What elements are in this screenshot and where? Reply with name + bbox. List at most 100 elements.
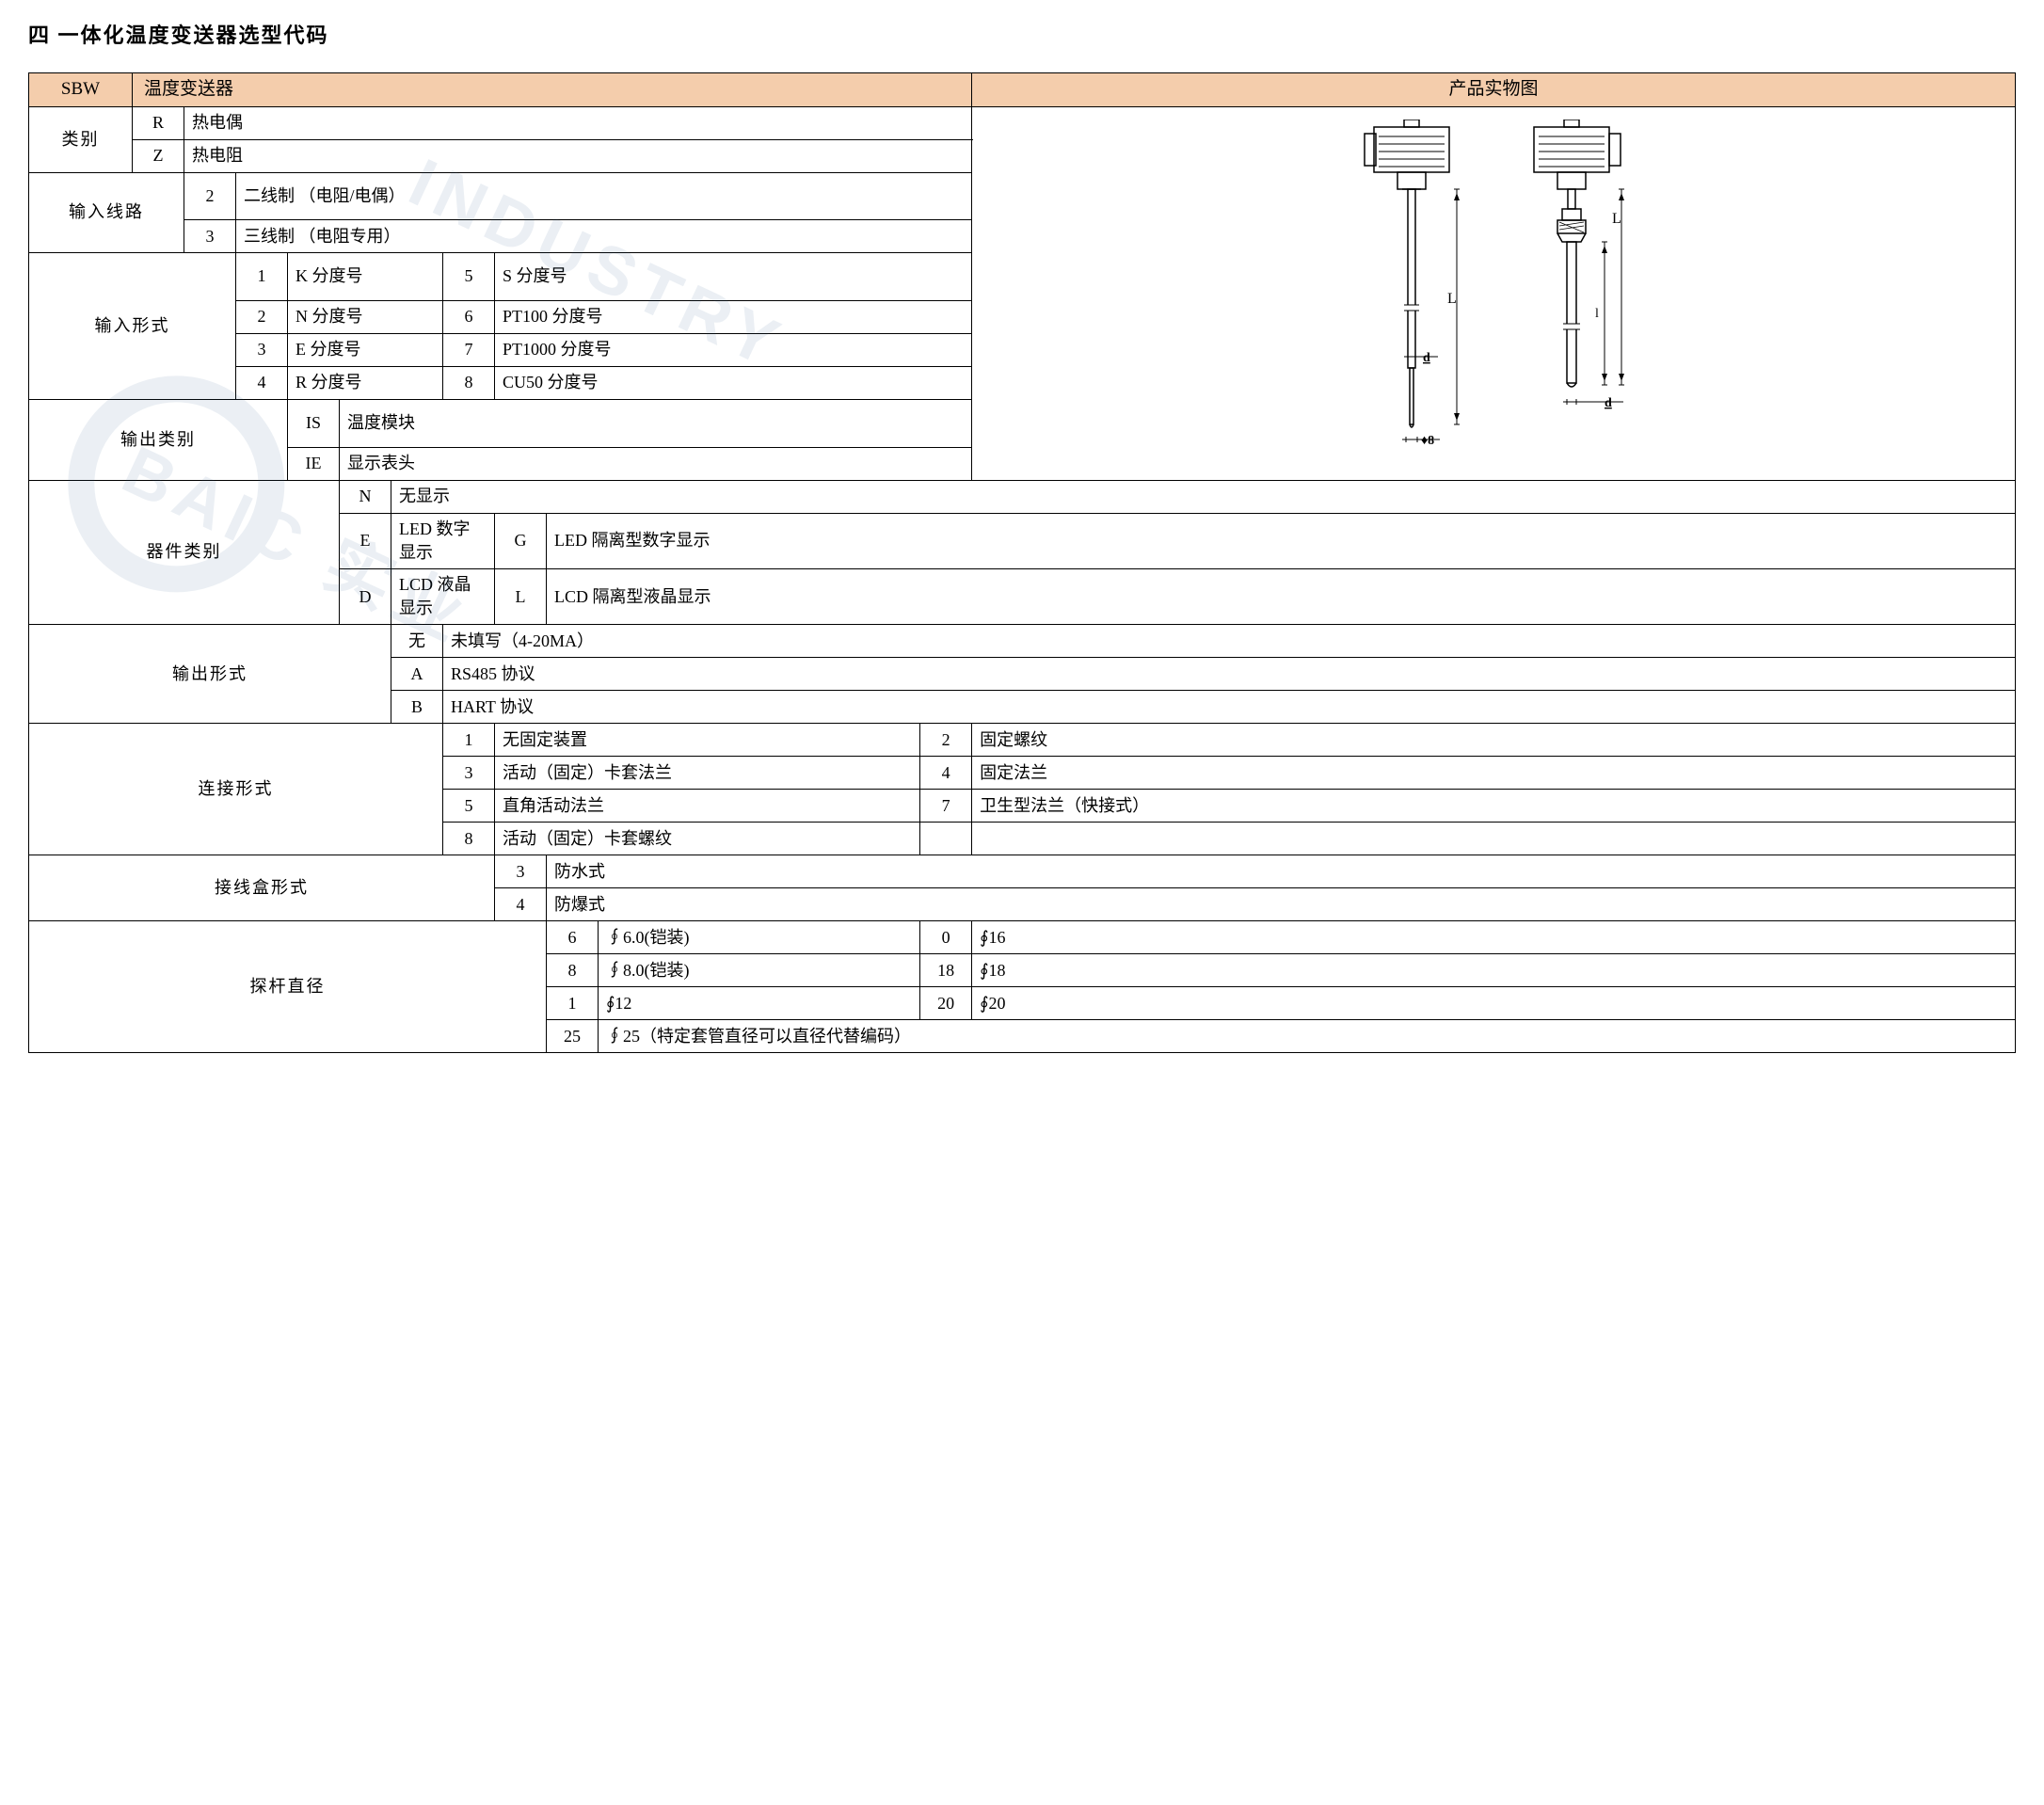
desc-CU50: CU50 分度号 — [495, 366, 972, 399]
code-pd-25: 25 — [547, 1020, 599, 1053]
code-if5: 5 — [443, 253, 495, 301]
code-conn-3: 3 — [443, 757, 495, 790]
desc-K: K 分度号 — [288, 253, 443, 301]
code-conn-7: 7 — [920, 790, 972, 823]
code-of-none: 无 — [391, 625, 443, 658]
code-if7: 7 — [443, 333, 495, 366]
code-conn-4: 4 — [920, 757, 972, 790]
desc-PT100: PT100 分度号 — [495, 300, 972, 333]
desc-of-none: 未填写（4-20MA） — [443, 625, 2016, 658]
desc-of-B: HART 协议 — [443, 691, 2016, 724]
desc-PT1000: PT1000 分度号 — [495, 333, 972, 366]
svg-text:d: d — [1423, 351, 1430, 365]
code-dev-D: D — [340, 568, 391, 624]
desc-conn-7: 卫生型法兰（快接式） — [972, 790, 2016, 823]
selection-code-table: SBW 温度变送器 产品实物图 类别 R 热电偶 — [28, 72, 2016, 1053]
desc-dev-G: LED 隔离型数字显示 — [547, 513, 2016, 568]
desc-dev-L: LCD 隔离型液晶显示 — [547, 568, 2016, 624]
code-of-A: A — [391, 658, 443, 691]
code-IE: IE — [288, 447, 340, 480]
code-pd-0: 0 — [920, 921, 972, 954]
desc-pd-0: ∮16 — [972, 921, 2016, 954]
desc-2wire: 二线制 （电阻/电偶） — [236, 172, 972, 220]
code-if8: 8 — [443, 366, 495, 399]
code-dev-L: L — [495, 568, 547, 624]
header-sbw: SBW — [29, 73, 133, 107]
code-if6: 6 — [443, 300, 495, 333]
desc-conn-3: 活动（固定）卡套法兰 — [495, 757, 920, 790]
code-of-B: B — [391, 691, 443, 724]
code-jb-3: 3 — [495, 855, 547, 888]
desc-R: R 分度号 — [288, 366, 443, 399]
code-dev-N: N — [340, 480, 391, 513]
code-R: R — [133, 106, 184, 139]
code-2wire: 2 — [184, 172, 236, 220]
desc-dev-N: 无显示 — [391, 480, 2016, 513]
code-3wire: 3 — [184, 220, 236, 253]
desc-E: E 分度号 — [288, 333, 443, 366]
svg-text:L: L — [1612, 211, 1621, 227]
label-probe-dia: 探杆直径 — [29, 921, 547, 1053]
desc-3wire: 三线制 （电阻专用） — [236, 220, 972, 253]
code-dev-E: E — [340, 513, 391, 568]
svg-text:d: d — [1605, 396, 1612, 410]
label-output-type: 输出类别 — [29, 399, 288, 480]
probe-diagram-left: L d ♦8 — [1346, 120, 1477, 468]
code-dev-G: G — [495, 513, 547, 568]
label-output-form: 输出形式 — [29, 625, 391, 724]
code-conn-2: 2 — [920, 724, 972, 757]
code-pd-18: 18 — [920, 954, 972, 987]
desc-conn-8: 活动（固定）卡套螺纹 — [495, 823, 920, 855]
code-if2: 2 — [236, 300, 288, 333]
desc-S: S 分度号 — [495, 253, 972, 301]
desc-jb-4: 防爆式 — [547, 888, 2016, 921]
code-if4: 4 — [236, 366, 288, 399]
desc-conn-4: 固定法兰 — [972, 757, 2016, 790]
label-category: 类别 — [29, 106, 133, 172]
label-input-line: 输入线路 — [29, 172, 184, 253]
code-if3: 3 — [236, 333, 288, 366]
svg-text:l: l — [1595, 307, 1599, 321]
code-if1: 1 — [236, 253, 288, 301]
desc-pd-20: ∮20 — [972, 987, 2016, 1020]
desc-N: N 分度号 — [288, 300, 443, 333]
desc-of-A: RS485 协议 — [443, 658, 2016, 691]
desc-conn-empty — [972, 823, 2016, 855]
code-pd-20: 20 — [920, 987, 972, 1020]
desc-pd-25: ∮25（特定套管直径可以直径代替编码） — [599, 1020, 2016, 1053]
page-title: 四 一体化温度变送器选型代码 — [28, 19, 2016, 49]
desc-IE: 显示表头 — [340, 447, 972, 480]
desc-dev-D: LCD 液晶显示 — [391, 568, 495, 624]
desc-conn-2: 固定螺纹 — [972, 724, 2016, 757]
label-input-form: 输入形式 — [29, 253, 236, 400]
desc-pd-18: ∮18 — [972, 954, 2016, 987]
label-device-type: 器件类别 — [29, 480, 340, 625]
desc-pd-1: ∮12 — [599, 987, 920, 1020]
product-diagram: L d ♦8 — [980, 115, 2007, 472]
header-product-img: 产品实物图 — [972, 73, 2016, 107]
desc-rtd: 热电阻 — [184, 139, 972, 172]
desc-conn-1: 无固定装置 — [495, 724, 920, 757]
desc-pd-8: ∮8.0(铠装) — [599, 954, 920, 987]
svg-text:L: L — [1447, 291, 1457, 307]
code-IS: IS — [288, 399, 340, 447]
code-conn-8: 8 — [443, 823, 495, 855]
code-Z: Z — [133, 139, 184, 172]
desc-pd-6: ∮6.0(铠装) — [599, 921, 920, 954]
product-diagram-cell: L d ♦8 — [972, 106, 2016, 480]
code-jb-4: 4 — [495, 888, 547, 921]
header-transmitter: 温度变送器 — [133, 73, 972, 107]
desc-thermocouple: 热电偶 — [184, 106, 972, 139]
probe-diagram-right: L l d — [1510, 120, 1642, 468]
code-pd-1: 1 — [547, 987, 599, 1020]
code-conn-empty — [920, 823, 972, 855]
svg-text:♦8: ♦8 — [1421, 434, 1434, 448]
code-conn-5: 5 — [443, 790, 495, 823]
desc-conn-5: 直角活动法兰 — [495, 790, 920, 823]
code-conn-1: 1 — [443, 724, 495, 757]
desc-dev-E: LED 数字显示 — [391, 513, 495, 568]
label-junction-box: 接线盒形式 — [29, 855, 495, 921]
desc-IS: 温度模块 — [340, 399, 972, 447]
code-pd-8: 8 — [547, 954, 599, 987]
label-connection: 连接形式 — [29, 724, 443, 855]
